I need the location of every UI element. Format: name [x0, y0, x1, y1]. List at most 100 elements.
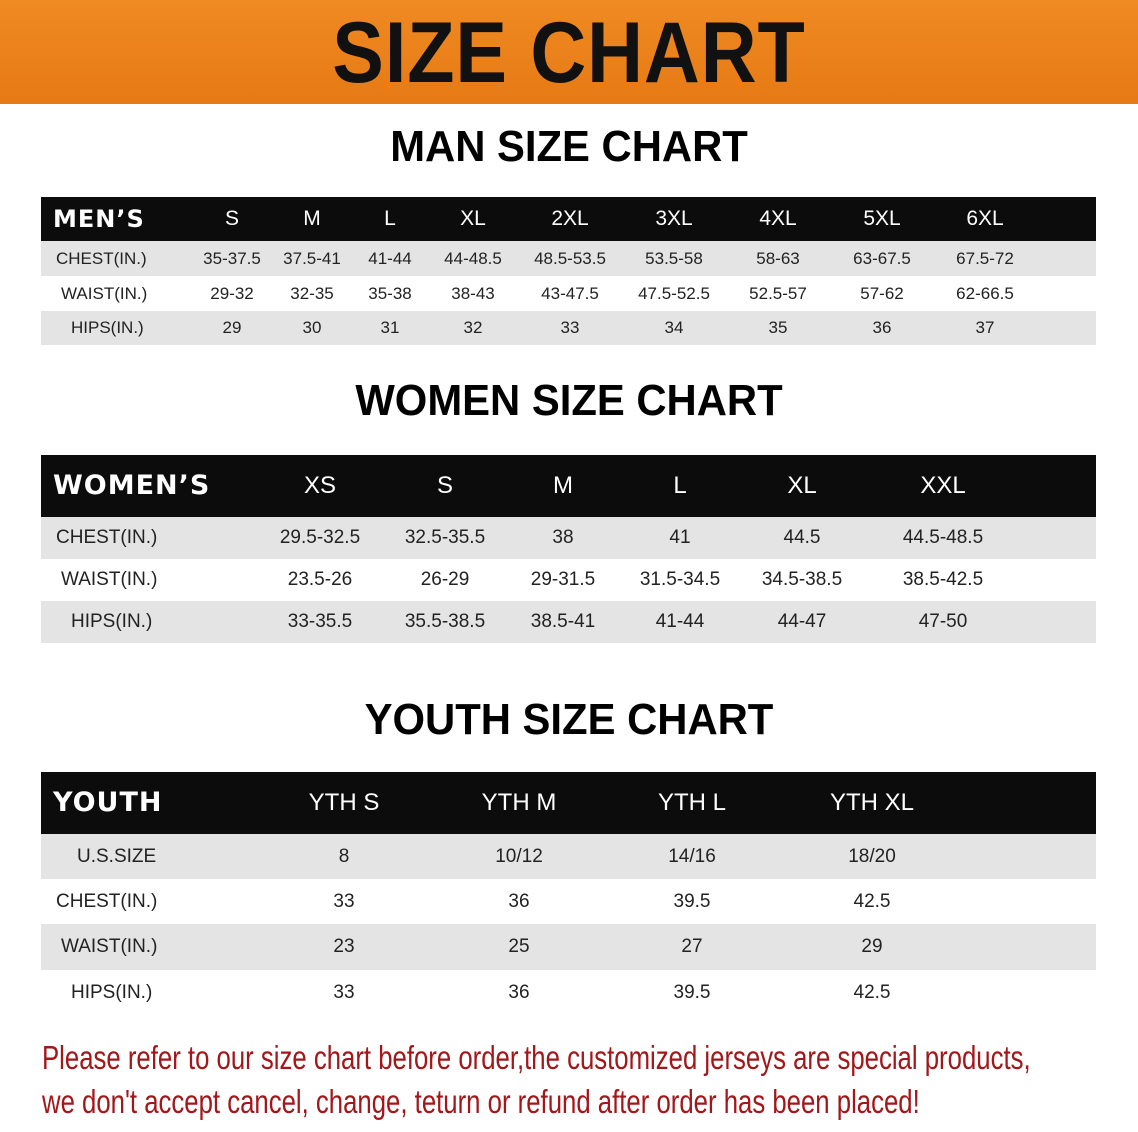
- women-heading: WOMEN SIZE CHART: [355, 376, 783, 425]
- table-cell: 58-63: [756, 248, 800, 268]
- men-header-label: MEN’S: [53, 205, 145, 234]
- table-cell: 36: [508, 890, 530, 912]
- table-cell: 35-37.5: [203, 248, 261, 268]
- table-cell: 32.5-35.5: [404, 527, 486, 549]
- table-cell: 14/16: [668, 845, 716, 867]
- women-size-header: XS: [303, 472, 337, 500]
- table-row: U.S.SIZE 8 10/12 14/16 18/20: [41, 834, 1096, 879]
- men-size-header: 5XL: [863, 206, 901, 230]
- table-cell: 38: [552, 527, 574, 549]
- table-cell: 37: [975, 318, 995, 338]
- row-label: WAIST(IN.): [61, 283, 148, 303]
- table-row: HIPS(IN.) 29 30 31 32 33 34 35 36 37: [41, 311, 1096, 345]
- youth-heading: YOUTH SIZE CHART: [364, 695, 774, 744]
- row-label: CHEST(IN.): [56, 248, 147, 268]
- table-cell: 62-66.5: [956, 283, 1014, 303]
- women-size-header: XXL: [920, 472, 966, 500]
- table-cell: 29.5-32.5: [279, 527, 361, 549]
- table-cell: 23: [333, 936, 355, 958]
- table-cell: 27: [681, 936, 703, 958]
- table-cell: 39.5: [673, 890, 711, 912]
- table-row: CHEST(IN.) 33 36 39.5 42.5: [41, 879, 1096, 924]
- table-cell: 29-31.5: [530, 569, 596, 591]
- youth-header-row: YOUTH YTH S YTH M YTH L YTH XL: [41, 772, 1096, 834]
- table-cell: 32-35: [290, 283, 334, 303]
- table-cell: 33: [333, 890, 355, 912]
- table-cell: 36: [508, 981, 530, 1003]
- men-size-table: MEN’S S M L XL 2XL 3XL 4XL 5XL 6XL CHEST(IN.) 35-37…: [41, 197, 1096, 345]
- table-cell: 47-50: [918, 611, 968, 633]
- table-cell: 44.5: [783, 527, 821, 549]
- women-size-header: XL: [787, 472, 817, 500]
- table-cell: 23.5-26: [287, 569, 353, 591]
- row-label: HIPS(IN.): [71, 981, 153, 1003]
- table-cell: 57-62: [860, 283, 904, 303]
- women-size-header: S: [436, 472, 454, 500]
- table-row: CHEST(IN.) 35-37.5 37.5-41 41-44 44-48.5 48.5…: [41, 241, 1096, 276]
- women-header-label: WOMEN’S: [53, 470, 211, 502]
- table-cell: 29: [222, 318, 242, 338]
- table-row: HIPS(IN.) 33-35.5 35.5-38.5 38.5-41 41-44 44-…: [41, 601, 1096, 643]
- women-header-row: WOMEN’S XS S M L XL XXL: [41, 455, 1096, 517]
- table-cell: 30: [302, 318, 322, 338]
- table-cell: 42.5: [853, 890, 891, 912]
- table-cell: 48.5-53.5: [534, 248, 606, 268]
- table-cell: 10/12: [495, 845, 543, 867]
- youth-size-table: YOUTH YTH S YTH M YTH L YTH XL U.S.SIZE 8 10/12…: [41, 772, 1096, 1015]
- women-size-table: WOMEN’S XS S M L XL XXL CHEST(IN.) 29.5-32.5 32.5…: [41, 455, 1096, 643]
- policy-note: Please refer to our size chart before or…: [42, 1036, 1118, 1124]
- row-label: HIPS(IN.): [71, 318, 144, 338]
- policy-note-line-2: we don't accept cancel, change, teturn o…: [42, 1083, 920, 1120]
- table-cell: 33: [333, 981, 355, 1003]
- men-size-header: XL: [460, 206, 486, 230]
- men-size-header: S: [224, 206, 240, 230]
- youth-size-header: YTH S: [308, 789, 380, 817]
- row-label: CHEST(IN.): [56, 527, 158, 549]
- table-cell: 29-32: [210, 283, 254, 303]
- table-cell: 44.5-48.5: [902, 527, 984, 549]
- youth-size-header: YTH M: [481, 789, 557, 817]
- table-row: WAIST(IN.) 29-32 32-35 35-38 38-43 43-47.5 47.…: [41, 276, 1096, 311]
- women-size-header: L: [673, 472, 687, 500]
- table-cell: 29: [861, 936, 883, 958]
- men-size-header: 4XL: [759, 206, 797, 230]
- table-cell: 35: [768, 318, 788, 338]
- table-cell: 41: [669, 527, 691, 549]
- table-cell: 26-29: [420, 569, 470, 591]
- table-cell: 38.5-42.5: [902, 569, 984, 591]
- men-size-header: M: [303, 206, 321, 230]
- youth-size-header: YTH L: [657, 789, 727, 817]
- youth-size-header: YTH XL: [829, 789, 915, 817]
- row-label: WAIST(IN.): [61, 569, 158, 591]
- table-cell: 38.5-41: [530, 611, 596, 633]
- table-cell: 8: [338, 845, 350, 867]
- table-cell: 63-67.5: [853, 248, 911, 268]
- table-cell: 47.5-52.5: [638, 283, 710, 303]
- table-cell: 42.5: [853, 981, 891, 1003]
- table-row: WAIST(IN.) 23.5-26 26-29 29-31.5 31.5-34.5 34…: [41, 559, 1096, 601]
- table-cell: 38-43: [451, 283, 495, 303]
- table-cell: 37.5-41: [283, 248, 341, 268]
- table-cell: 31: [380, 318, 400, 338]
- table-cell: 25: [508, 936, 530, 958]
- men-header-row: MEN’S S M L XL 2XL 3XL 4XL 5XL 6XL: [41, 197, 1096, 241]
- row-label: HIPS(IN.): [71, 611, 153, 633]
- men-size-header: 3XL: [655, 206, 693, 230]
- table-cell: 35.5-38.5: [404, 611, 486, 633]
- table-cell: 39.5: [673, 981, 711, 1003]
- table-cell: 43-47.5: [541, 283, 599, 303]
- table-cell: 31.5-34.5: [639, 569, 721, 591]
- table-cell: 33: [560, 318, 580, 338]
- men-size-header: 6XL: [966, 206, 1004, 230]
- table-cell: 53.5-58: [645, 248, 703, 268]
- table-row: HIPS(IN.) 33 36 39.5 42.5: [41, 970, 1096, 1015]
- table-cell: 67.5-72: [956, 248, 1014, 268]
- table-cell: 32: [463, 318, 483, 338]
- table-cell: 33-35.5: [287, 611, 353, 633]
- banner-title: SIZE CHART: [332, 5, 806, 101]
- table-cell: 35-38: [368, 283, 412, 303]
- row-label: CHEST(IN.): [56, 890, 158, 912]
- table-cell: 44-48.5: [444, 248, 502, 268]
- table-cell: 44-47: [777, 611, 827, 633]
- table-cell: 52.5-57: [749, 283, 807, 303]
